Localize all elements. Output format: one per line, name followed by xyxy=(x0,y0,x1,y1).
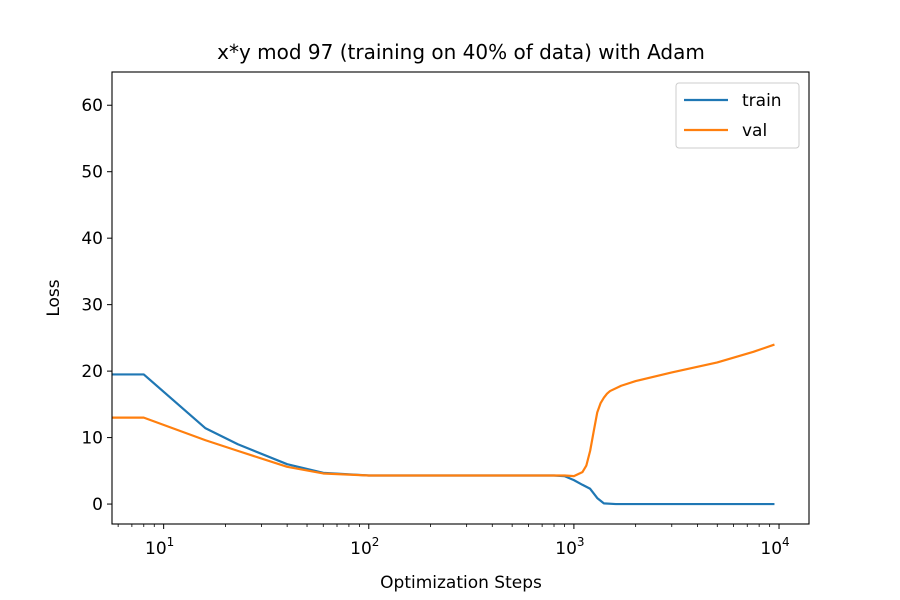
axes: 0 10 20 30 40 50 60 101 102 103 104 xyxy=(81,96,789,559)
x-tick-label: 102 xyxy=(350,535,379,559)
y-tick-label: 40 xyxy=(81,229,103,249)
y-tick-label: 10 xyxy=(81,429,103,449)
chart-title: x*y mod 97 (training on 40% of data) wit… xyxy=(217,40,705,64)
plot-area xyxy=(112,343,775,506)
y-tick-label: 50 xyxy=(81,163,103,183)
x-tick-label: 103 xyxy=(555,535,584,559)
series-layer xyxy=(112,343,775,506)
x-tick-label: 101 xyxy=(145,535,174,559)
y-tick-label: 20 xyxy=(81,362,103,382)
plot-frame xyxy=(111,71,810,525)
y-tick-label: 0 xyxy=(92,495,103,515)
legend-label-train: train xyxy=(742,91,782,111)
y-axis-label: Loss xyxy=(44,279,64,316)
legend: train val xyxy=(675,82,800,149)
legend-label-val: val xyxy=(742,121,767,141)
y-tick-label: 60 xyxy=(81,96,103,116)
series-line-train xyxy=(112,373,775,506)
y-tick-label: 30 xyxy=(81,296,103,316)
x-axis-label: Optimization Steps xyxy=(380,573,542,593)
x-tick-label: 104 xyxy=(760,535,789,559)
series-line-val xyxy=(112,343,775,478)
